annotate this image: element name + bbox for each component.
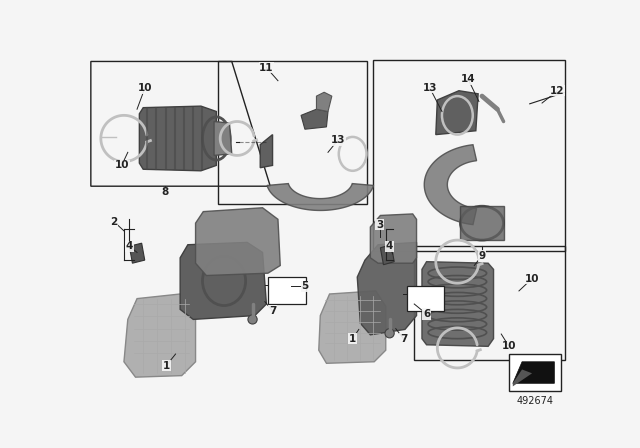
Polygon shape	[460, 206, 504, 240]
Text: 9: 9	[479, 250, 486, 260]
Polygon shape	[316, 92, 332, 112]
Text: 14: 14	[461, 74, 476, 84]
Polygon shape	[129, 243, 145, 263]
Text: 13: 13	[422, 82, 437, 93]
Polygon shape	[380, 245, 394, 265]
Text: 3: 3	[376, 220, 383, 230]
Text: 1: 1	[349, 334, 356, 344]
Text: 5: 5	[301, 281, 308, 291]
Text: 4: 4	[125, 241, 133, 251]
Text: 7: 7	[400, 334, 407, 344]
Text: 11: 11	[259, 63, 274, 73]
Polygon shape	[422, 262, 493, 346]
Bar	[268, 277, 307, 304]
Polygon shape	[371, 214, 417, 263]
Text: 492674: 492674	[516, 396, 554, 405]
Polygon shape	[196, 208, 280, 276]
Polygon shape	[424, 145, 477, 224]
Text: 13: 13	[331, 135, 345, 145]
Text: 4: 4	[386, 241, 394, 251]
Polygon shape	[180, 242, 266, 319]
Circle shape	[385, 329, 394, 338]
Polygon shape	[319, 291, 386, 363]
Bar	[509, 354, 561, 391]
Polygon shape	[513, 370, 532, 386]
Circle shape	[248, 315, 257, 324]
Bar	[406, 286, 444, 311]
Text: 6: 6	[423, 309, 430, 319]
Polygon shape	[357, 242, 417, 335]
Polygon shape	[124, 294, 196, 377]
Polygon shape	[267, 184, 374, 211]
Text: 10: 10	[138, 83, 152, 94]
Text: 10: 10	[502, 341, 516, 351]
Text: 7: 7	[269, 306, 276, 316]
Bar	[372, 60, 565, 251]
Text: 12: 12	[550, 86, 564, 96]
Polygon shape	[513, 362, 554, 383]
Text: 2: 2	[110, 217, 118, 227]
Polygon shape	[140, 106, 216, 171]
Polygon shape	[260, 134, 273, 168]
Text: 1: 1	[163, 361, 170, 370]
Text: 10: 10	[115, 160, 129, 170]
Bar	[414, 246, 565, 360]
Polygon shape	[436, 90, 478, 134]
Text: 10: 10	[525, 274, 540, 284]
Polygon shape	[214, 121, 232, 155]
Text: 8: 8	[161, 187, 168, 198]
Bar	[218, 61, 367, 204]
Polygon shape	[301, 109, 328, 129]
